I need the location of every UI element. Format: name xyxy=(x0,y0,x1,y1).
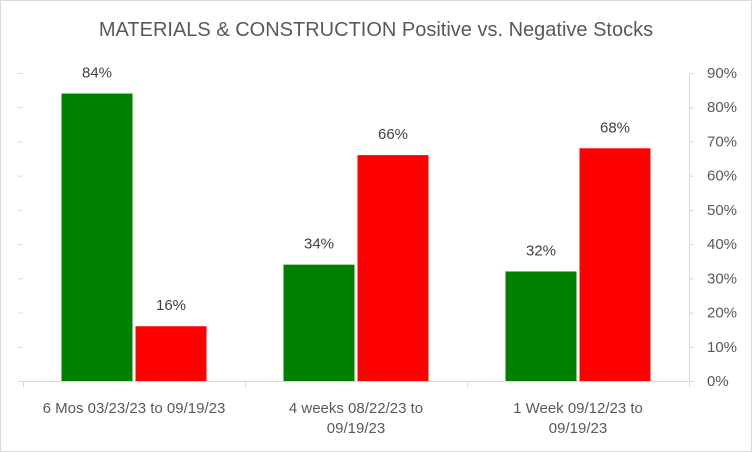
y-tick-label: 40% xyxy=(707,236,737,253)
data-label: 66% xyxy=(378,126,408,143)
x-category-label: 4 weeks 08/22/23 to xyxy=(289,400,423,417)
y-tick-label: 80% xyxy=(707,99,737,116)
y-tick-label: 50% xyxy=(707,202,737,219)
data-label: 68% xyxy=(600,119,630,136)
y-tick-label: 20% xyxy=(707,305,737,322)
y-tick-label: 90% xyxy=(707,65,737,82)
x-category-label: 6 Mos 03/23/23 to 09/19/23 xyxy=(43,400,226,417)
chart-title: MATERIALS & CONSTRUCTION Positive vs. Ne… xyxy=(98,19,654,41)
x-category-label: 09/19/23 xyxy=(549,420,607,437)
bar-negative xyxy=(357,155,429,381)
bar-positive xyxy=(283,264,355,381)
data-label: 84% xyxy=(82,65,112,82)
y-tick-label: 30% xyxy=(707,270,737,287)
data-label: 32% xyxy=(526,242,556,259)
bar-positive xyxy=(61,93,133,382)
x-category-label: 1 Week 09/12/23 to xyxy=(513,400,643,417)
y-tick-label: 10% xyxy=(707,339,737,356)
data-label: 16% xyxy=(156,297,186,314)
x-category-label: 09/19/23 xyxy=(327,420,385,437)
data-label: 34% xyxy=(304,236,334,253)
y-tick-label: 60% xyxy=(707,168,737,185)
bar-positive xyxy=(505,271,577,381)
y-tick-label: 0% xyxy=(707,373,729,390)
y-tick-label: 70% xyxy=(707,133,737,150)
bar-negative xyxy=(579,148,651,381)
bar-negative xyxy=(135,326,207,381)
